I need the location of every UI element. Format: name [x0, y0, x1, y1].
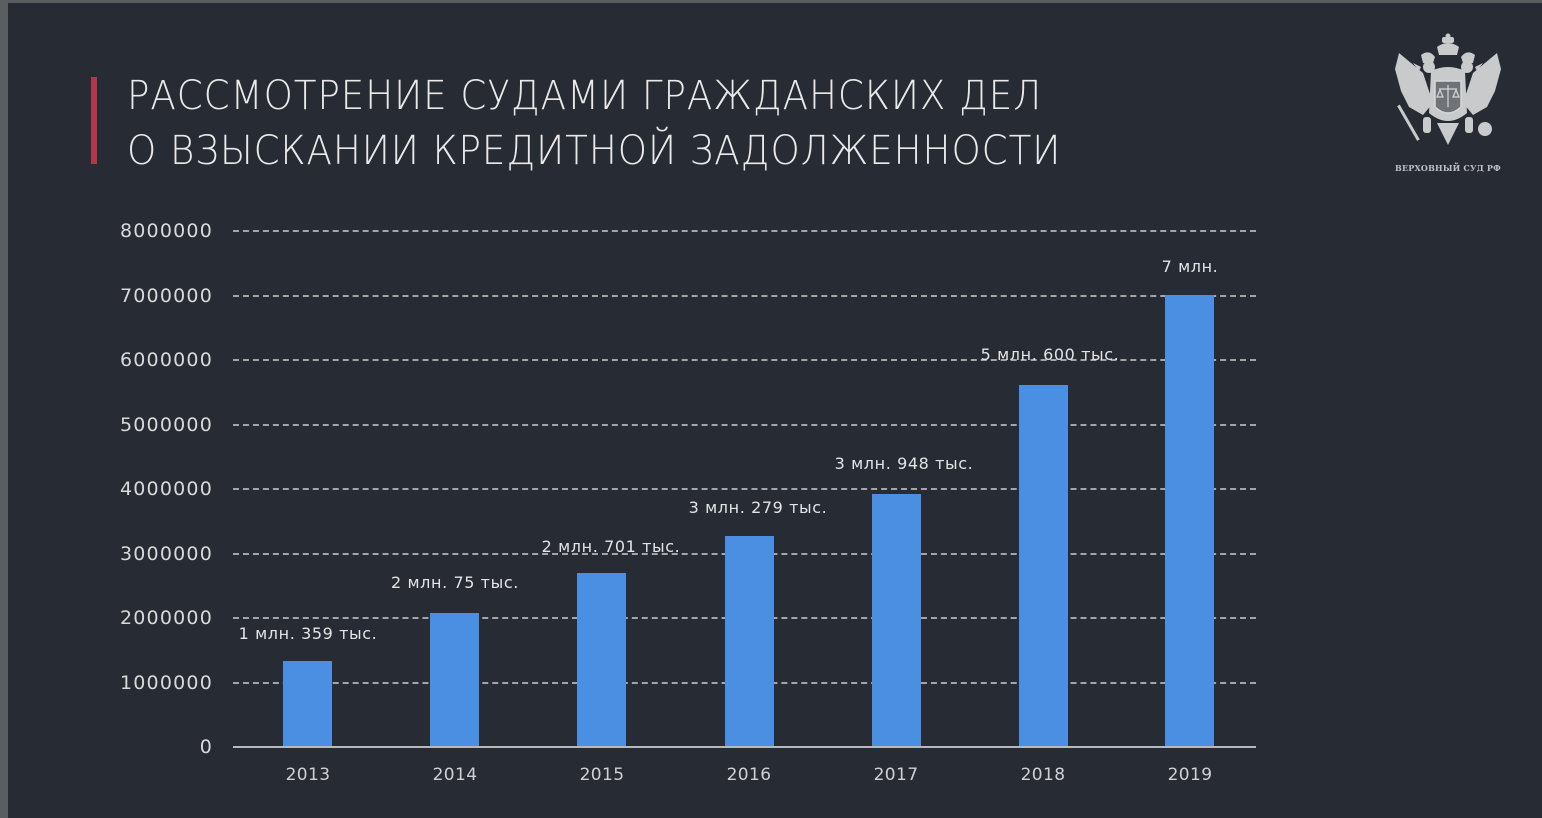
data-label-2019: 7 млн.	[1161, 257, 1219, 276]
y-tick-7000000: 7000000	[119, 285, 213, 307]
x-tick-2017: 2017	[873, 765, 919, 785]
emblem-caption: ВЕРХОВНЫЙ СУД РФ	[1395, 163, 1501, 173]
gridline-6000000	[233, 359, 1256, 361]
gridline-4000000	[233, 488, 1256, 490]
bar-2016	[725, 536, 774, 747]
y-tick-1000000: 1000000	[119, 672, 213, 694]
gridline-8000000	[233, 230, 1256, 232]
x-tick-2019: 2019	[1167, 765, 1213, 785]
x-axis-line	[233, 746, 1256, 748]
data-label-2013: 1 млн. 359 тыс.	[238, 624, 378, 643]
gridline-5000000	[233, 424, 1256, 426]
y-tick-4000000: 4000000	[119, 478, 213, 500]
x-tick-2013: 2013	[285, 765, 331, 785]
title-line-1: РАССМОТРЕНИЕ СУДАМИ ГРАЖДАНСКИХ ДЕЛ	[127, 73, 1043, 119]
x-tick-2015: 2015	[579, 765, 625, 785]
data-label-2016: 3 млн. 279 тыс.	[688, 498, 828, 517]
supreme-court-emblem: ВЕРХОВНЫЙ СУД РФ	[1388, 33, 1518, 178]
title-line-2: О ВЗЫСКАНИИ КРЕДИТНОЙ ЗАДОЛЖЕННОСТИ	[127, 128, 1062, 174]
gridline-7000000	[233, 295, 1256, 297]
bar-2019	[1165, 295, 1214, 747]
slide-title: РАССМОТРЕНИЕ СУДАМИ ГРАЖДАНСКИХ ДЕЛ О ВЗ…	[127, 69, 1061, 179]
data-label-2017: 3 млн. 948 тыс.	[834, 454, 974, 473]
double-headed-eagle-emblem-icon	[1395, 33, 1501, 145]
y-tick-0: 0	[199, 736, 213, 758]
bar-2013	[283, 661, 332, 747]
bar-2015	[577, 573, 626, 747]
title-accent-bar	[91, 77, 97, 164]
y-tick-8000000: 8000000	[119, 220, 213, 242]
bar-2018	[1019, 385, 1068, 747]
y-tick-5000000: 5000000	[119, 414, 213, 436]
data-label-2018: 5 млн. 600 тыс.	[980, 345, 1120, 364]
y-tick-3000000: 3000000	[119, 543, 213, 565]
y-tick-6000000: 6000000	[119, 349, 213, 371]
slide: РАССМОТРЕНИЕ СУДАМИ ГРАЖДАНСКИХ ДЕЛ О ВЗ…	[8, 3, 1542, 818]
data-label-2015: 2 млн. 701 тыс.	[541, 537, 681, 556]
x-tick-2018: 2018	[1020, 765, 1066, 785]
bar-2017	[872, 494, 921, 747]
bar-chart: 8000000 7000000 6000000 5000000 4000000 …	[8, 3, 1542, 818]
data-label-2014: 2 млн. 75 тыс.	[391, 573, 519, 592]
x-tick-2016: 2016	[726, 765, 772, 785]
x-tick-2014: 2014	[432, 765, 478, 785]
bar-2014	[430, 613, 479, 747]
y-tick-2000000: 2000000	[119, 607, 213, 629]
